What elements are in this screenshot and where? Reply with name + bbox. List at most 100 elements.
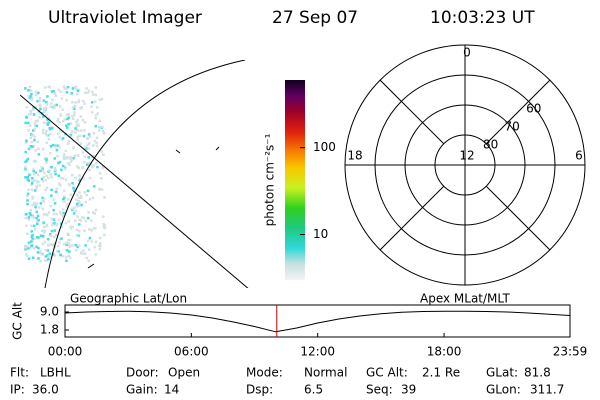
diagonal-line xyxy=(379,185,445,251)
image-pixel xyxy=(39,112,42,115)
image-pixel xyxy=(64,178,68,181)
image-pixel xyxy=(98,247,102,251)
image-pixel xyxy=(45,122,48,125)
image-pixel xyxy=(31,197,34,200)
image-pixel xyxy=(33,216,36,219)
image-pixel xyxy=(34,149,37,152)
image-pixel xyxy=(27,113,31,116)
image-pixel xyxy=(66,156,70,160)
image-pixel xyxy=(71,173,74,177)
image-pixel xyxy=(74,243,78,247)
image-pixel xyxy=(78,174,81,177)
image-pixel xyxy=(76,154,79,157)
image-pixel xyxy=(50,102,53,105)
image-pixel xyxy=(67,241,70,245)
image-pixel xyxy=(66,85,70,89)
image-pixel xyxy=(43,229,47,233)
image-pixel xyxy=(25,139,28,143)
image-pixel xyxy=(81,216,84,219)
image-pixel xyxy=(50,217,54,221)
image-pixel xyxy=(86,189,90,193)
image-pixel xyxy=(94,116,97,120)
image-pixel xyxy=(24,87,27,90)
image-pixel xyxy=(69,193,72,197)
image-pixel xyxy=(70,92,73,95)
image-pixel xyxy=(45,129,48,133)
image-pixel xyxy=(55,187,58,191)
image-pixel xyxy=(62,214,65,218)
image-pixel xyxy=(64,167,67,171)
image-pixel xyxy=(74,85,77,89)
image-pixel xyxy=(28,173,31,177)
image-pixel xyxy=(54,190,58,194)
image-pixel xyxy=(79,115,83,118)
image-pixel xyxy=(86,239,90,243)
image-pixel xyxy=(45,141,48,145)
image-pixel xyxy=(88,135,92,139)
image-pixel xyxy=(64,221,68,225)
image-pixel xyxy=(60,212,63,216)
field-label: GLon: xyxy=(486,383,521,397)
image-pixel xyxy=(55,224,58,227)
image-pixel xyxy=(45,114,48,117)
image-pixel xyxy=(46,95,49,98)
image-pixel xyxy=(77,100,80,104)
image-pixel xyxy=(52,198,56,201)
image-pixel xyxy=(94,100,97,103)
status-footer: Flt: LBHL Door: Open Mode: Normal GC Alt: 2.1 R… xyxy=(10,366,564,397)
field-label: Flt: xyxy=(10,366,29,380)
image-pixel xyxy=(90,219,93,222)
image-pixel xyxy=(103,196,106,199)
image-pixel xyxy=(44,178,47,182)
image-pixel xyxy=(45,161,48,164)
image-pixel xyxy=(52,222,56,225)
image-pixel xyxy=(43,110,47,113)
x-tick-label: 23:59 xyxy=(553,345,588,359)
image-pixel xyxy=(62,155,66,159)
image-pixel xyxy=(58,105,62,108)
image-pixel xyxy=(96,106,99,109)
image-pixel xyxy=(70,129,74,133)
image-pixel xyxy=(30,244,33,248)
image-pixel xyxy=(83,129,86,132)
image-pixel xyxy=(71,244,74,247)
image-pixel xyxy=(63,195,66,198)
image-pixel xyxy=(87,147,90,150)
image-pixel xyxy=(33,179,37,182)
image-pixel xyxy=(40,253,43,256)
image-pixel xyxy=(85,87,88,90)
image-pixel xyxy=(26,232,29,236)
image-pixel xyxy=(46,213,49,217)
image-pixel xyxy=(51,223,54,226)
field-value: 311.7 xyxy=(530,383,564,397)
image-pixel xyxy=(32,106,36,109)
image-pixel xyxy=(65,243,68,247)
image-pixel xyxy=(67,198,70,201)
image-pixel xyxy=(48,127,51,130)
image-pixel xyxy=(67,140,70,143)
image-pixel xyxy=(52,212,55,216)
diagonal-line xyxy=(485,79,551,145)
image-pixel xyxy=(36,99,39,103)
image-pixel xyxy=(88,228,91,231)
image-pixel xyxy=(37,257,40,260)
image-pixel xyxy=(94,93,97,97)
image-pixel xyxy=(56,154,59,158)
mlt-label: 12 xyxy=(459,149,474,163)
image-pixel xyxy=(89,163,93,166)
image-pixel xyxy=(52,253,55,256)
y-tick-label: 9.0 xyxy=(40,305,59,319)
image-pixel xyxy=(47,257,50,261)
image-pixel xyxy=(29,209,33,212)
mlt-label: 6 xyxy=(575,149,583,163)
limb-arc xyxy=(44,60,246,288)
image-pixel xyxy=(84,220,88,223)
altitude-plot: Geographic Lat/Lon Apex MLat/MLT GC Alt 9.0… xyxy=(11,292,588,359)
image-pixel xyxy=(41,167,44,170)
image-pixel xyxy=(103,132,106,135)
image-pixel xyxy=(41,148,45,151)
image-pixel xyxy=(62,85,66,88)
image-pixel xyxy=(33,173,36,176)
image-pixel xyxy=(87,133,91,136)
